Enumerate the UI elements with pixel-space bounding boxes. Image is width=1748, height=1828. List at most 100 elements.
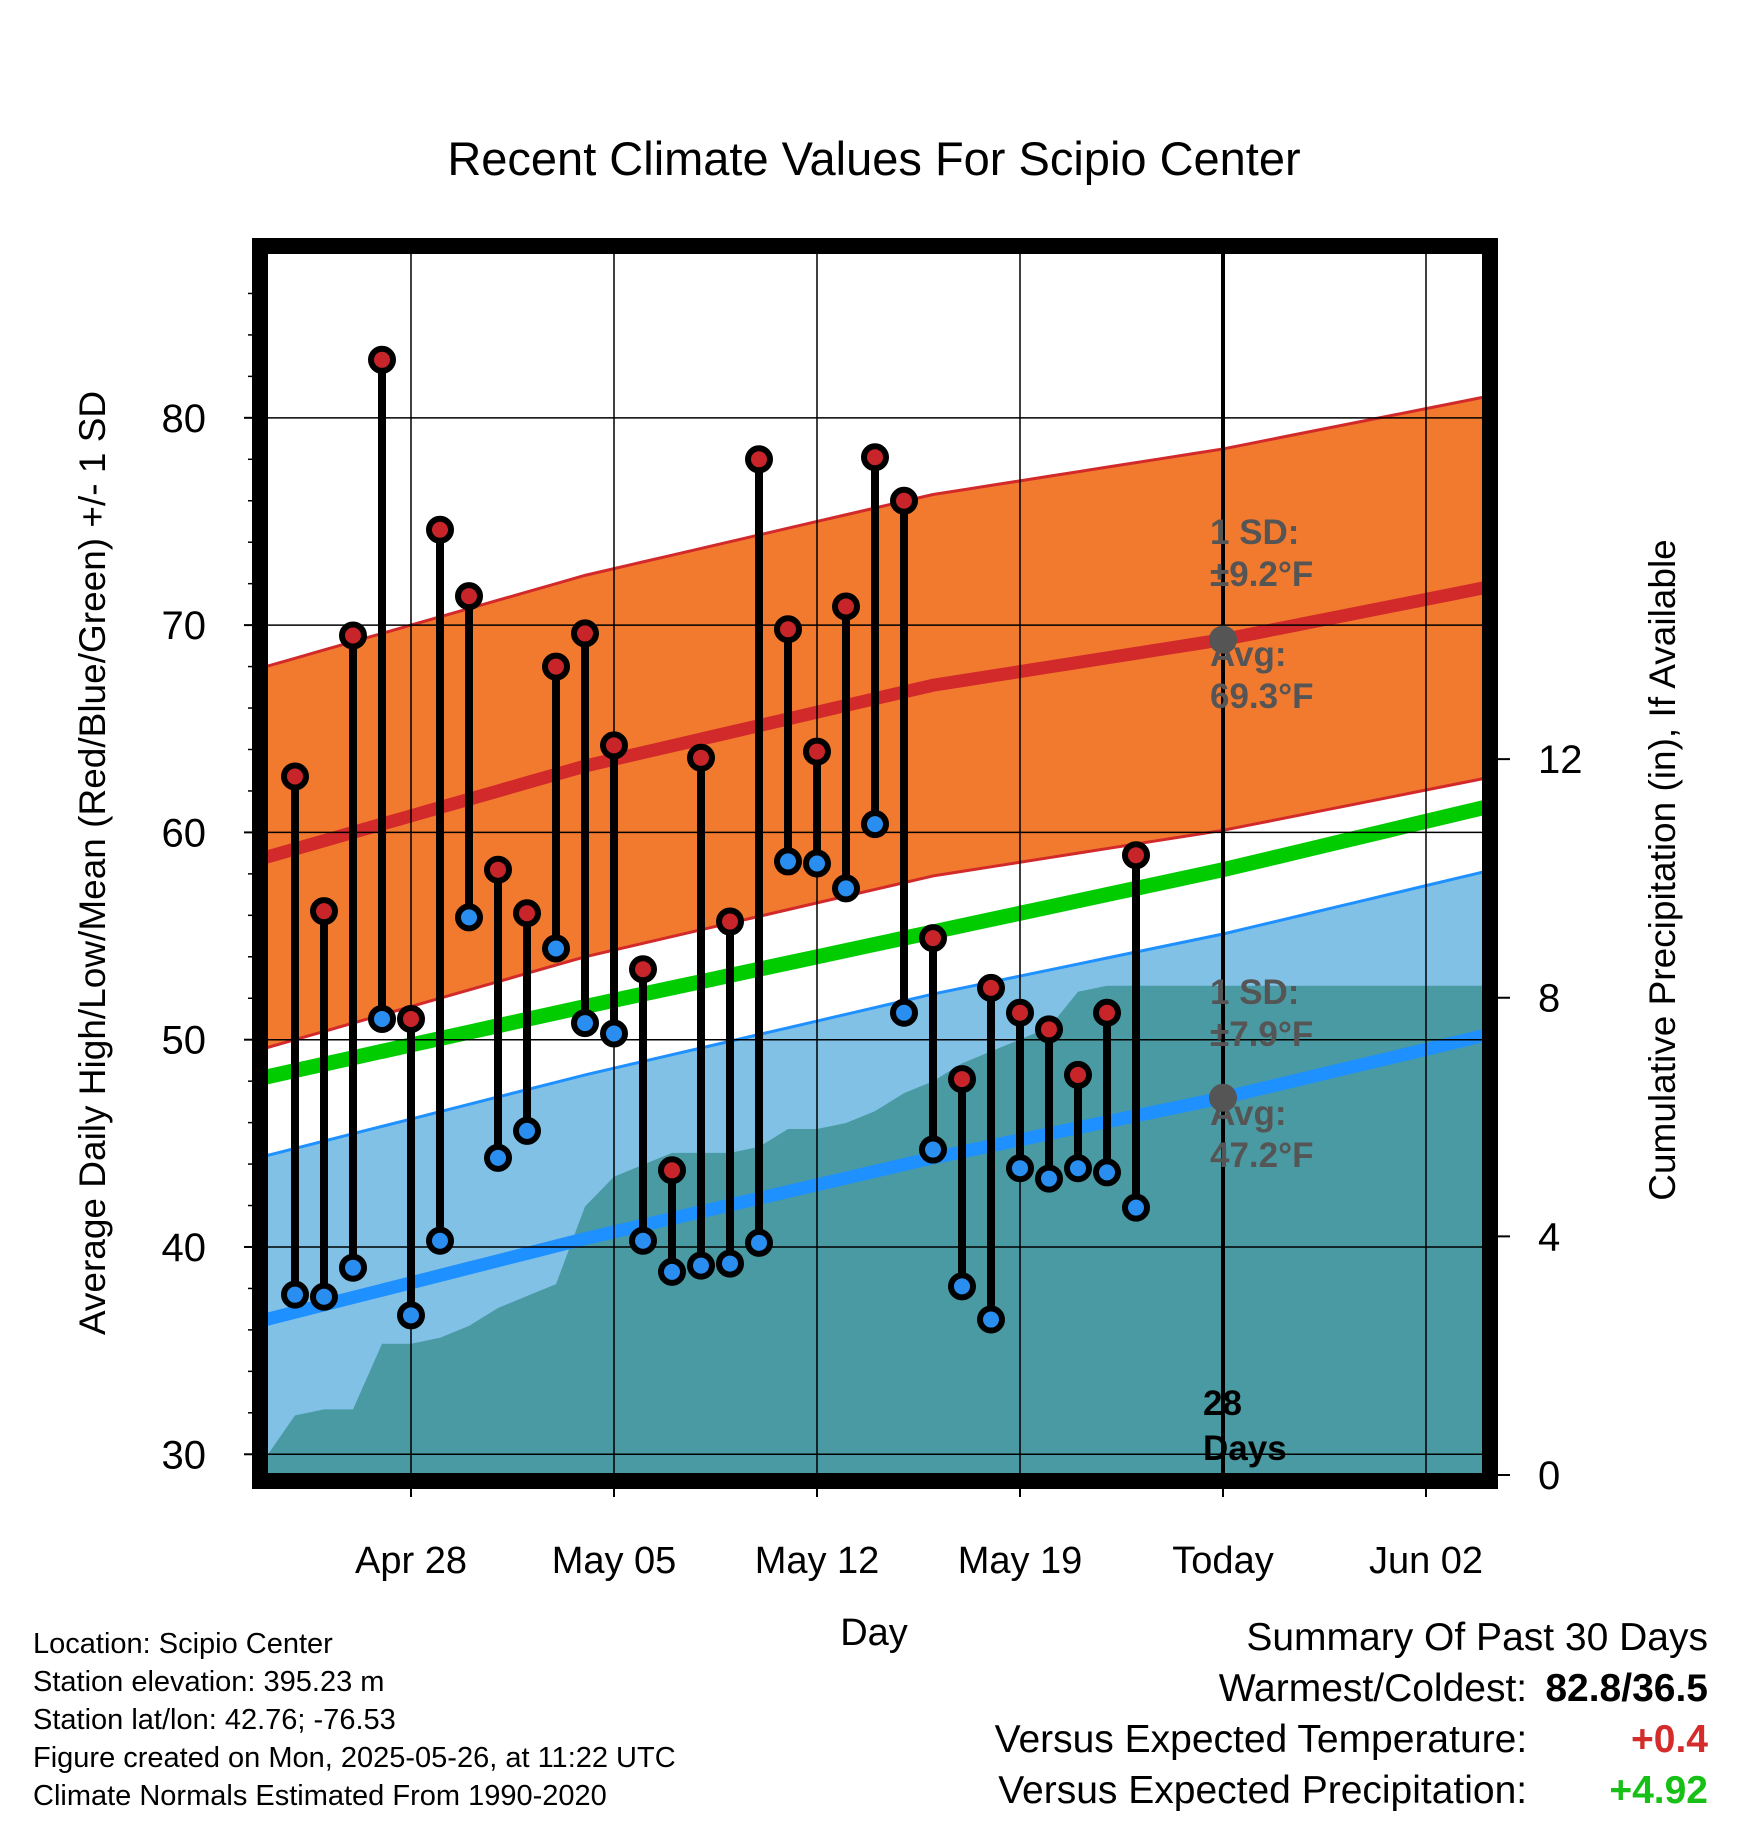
latlon-line: Station lat/lon: 42.76; -76.53	[33, 1704, 396, 1736]
daily-high-point	[716, 907, 744, 936]
location-line: Location: Scipio Center	[33, 1628, 333, 1660]
daily-low-point	[1064, 1154, 1092, 1183]
station-info: Location: Scipio Center Station elevatio…	[33, 1625, 676, 1815]
daily-high-point	[919, 924, 947, 953]
daily-low-point	[687, 1251, 715, 1280]
daily-low-point	[861, 810, 889, 839]
summary-warm-cold: Warmest/Coldest: 82.8/36.5	[995, 1663, 1708, 1714]
low-sd-label: 1 SD:	[1210, 973, 1299, 1012]
today-low-avg-marker	[1209, 1083, 1237, 1112]
daily-high-point	[890, 486, 918, 515]
daily-high-point	[1035, 1015, 1063, 1044]
daily-low-point	[310, 1282, 338, 1311]
y-tick-label: 70	[162, 604, 207, 648]
high-sd-label: 1 SD:	[1210, 513, 1299, 552]
daily-low-point	[716, 1249, 744, 1278]
y-tick-label: 30	[162, 1433, 207, 1477]
y-tick-label: 50	[162, 1019, 207, 1063]
y2-tick-label: 4	[1538, 1215, 1560, 1259]
daily-low-point	[1122, 1193, 1150, 1222]
temp-label: Versus Expected Temperature:	[994, 1718, 1528, 1761]
daily-low-point	[629, 1226, 657, 1255]
warm-cold-value: 82.8/36.5	[1545, 1667, 1708, 1710]
daily-low-point	[1093, 1158, 1121, 1187]
warm-cold-label: Warmest/Coldest:	[1218, 1667, 1528, 1710]
temp-value: +0.4	[1631, 1718, 1708, 1761]
daily-low-point	[600, 1019, 628, 1048]
daily-high-point	[977, 973, 1005, 1002]
avg-low-line	[266, 1029, 1484, 1326]
daily-low-point	[919, 1135, 947, 1164]
y2-axis-label: Cumulative Precipitation (in), If Availa…	[1642, 539, 1683, 1201]
y-tick-label: 40	[162, 1226, 207, 1270]
normals-line: Climate Normals Estimated From 1990-2020	[33, 1780, 607, 1812]
daily-low-point	[368, 1004, 396, 1033]
daily-low-point	[397, 1301, 425, 1330]
daily-high-point	[745, 445, 773, 474]
plot-frame	[252, 238, 1498, 1489]
x-tick-label: Jun 02	[1369, 1540, 1483, 1582]
daily-low-point	[281, 1280, 309, 1309]
summary-panel: Summary Of Past 30 Days Warmest/Coldest:…	[995, 1612, 1708, 1816]
daily-high-point	[629, 955, 657, 984]
precip-label: Versus Expected Precipitation:	[998, 1769, 1528, 1812]
y2-tick-label: 8	[1538, 977, 1560, 1021]
daily-low-point	[832, 874, 860, 903]
daily-high-point	[832, 592, 860, 621]
high-avg-value: 69.3°F	[1210, 677, 1314, 716]
summary-precip: Versus Expected Precipitation: +4.92	[995, 1765, 1708, 1816]
daily-high-point	[774, 615, 802, 644]
daily-high-point	[426, 515, 454, 544]
y2-tick-label: 12	[1538, 738, 1583, 782]
daily-low-point	[977, 1305, 1005, 1334]
x-tick-label: May 05	[552, 1540, 677, 1582]
daily-low-point	[890, 998, 918, 1027]
chart-title: Recent Climate Values For Scipio Center	[447, 132, 1300, 185]
daily-high-point	[310, 897, 338, 926]
summary-temp: Versus Expected Temperature: +0.4	[995, 1714, 1708, 1765]
daily-high-point	[658, 1156, 686, 1185]
daily-low-point	[774, 847, 802, 876]
days-label: Days	[1203, 1429, 1287, 1468]
daily-high-point	[513, 899, 541, 928]
low-avg-label: Avg:	[1210, 1094, 1286, 1133]
y-tick-label: 60	[162, 811, 207, 855]
daily-high-point	[281, 762, 309, 791]
daily-high-point	[455, 582, 483, 611]
avg-mean-line	[266, 800, 1484, 1085]
x-axis-label: Day	[840, 1612, 908, 1654]
daily-low-point	[803, 849, 831, 878]
daily-high-point	[861, 443, 889, 472]
daily-low-point	[745, 1228, 773, 1257]
daily-high-point	[1064, 1060, 1092, 1089]
daily-low-point	[1035, 1164, 1063, 1193]
daily-low-point	[658, 1257, 686, 1286]
elevation-line: Station elevation: 395.23 m	[33, 1666, 385, 1698]
high-sd-value: ±9.2°F	[1210, 555, 1313, 594]
daily-low-point	[542, 934, 570, 963]
x-tick-label: May 19	[958, 1540, 1083, 1582]
low-avg-value: 47.2°F	[1210, 1136, 1314, 1175]
today-high-avg-marker	[1209, 625, 1237, 654]
high-band-lower-edge	[266, 777, 1484, 1050]
created-line: Figure created on Mon, 2025-05-26, at 11…	[33, 1742, 676, 1774]
daily-low-point	[513, 1116, 541, 1145]
low-sd-value: ±7.9°F	[1210, 1015, 1313, 1054]
x-tick-label: May 12	[755, 1540, 880, 1582]
daily-low-point	[948, 1272, 976, 1301]
daily-low-point	[571, 1009, 599, 1038]
daily-high-point	[600, 731, 628, 760]
high-avg-label: Avg:	[1210, 635, 1286, 674]
daily-high-point	[1122, 841, 1150, 870]
x-tick-label: Today	[1172, 1540, 1273, 1582]
daily-high-point	[397, 1004, 425, 1033]
daily-high-point	[339, 621, 367, 650]
daily-high-point	[803, 737, 831, 766]
y-axis-label: Average Daily High/Low/Mean (Red/Blue/Gr…	[72, 391, 113, 1335]
y2-tick-label: 0	[1538, 1454, 1560, 1498]
daily-high-point	[542, 652, 570, 681]
daily-high-point	[484, 855, 512, 884]
daily-high-point	[687, 743, 715, 772]
daily-high-point	[1006, 998, 1034, 1027]
